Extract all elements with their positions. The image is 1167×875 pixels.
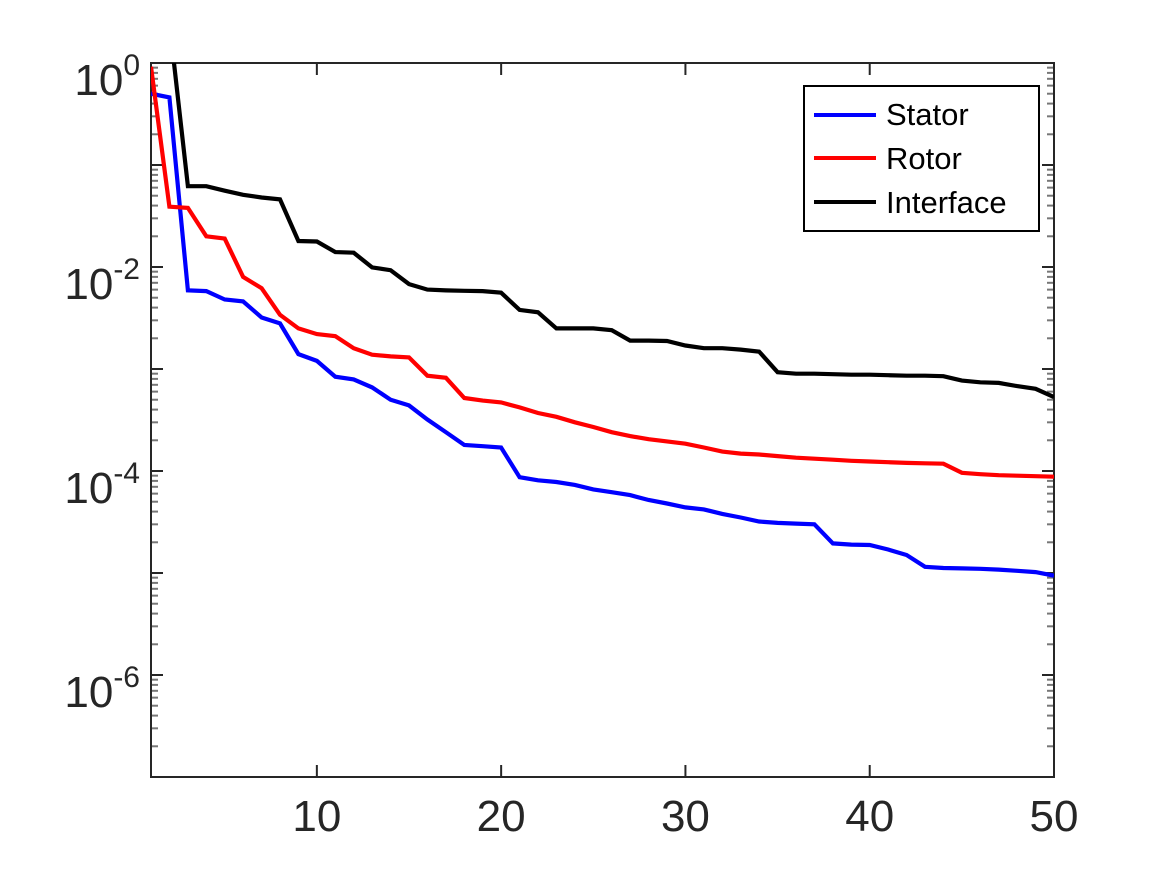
legend-label-stator: Stator	[886, 97, 969, 133]
y-tick-label: 10-2	[64, 253, 140, 309]
series-group	[151, 63, 1054, 578]
series-line-stator	[151, 91, 1054, 578]
legend-entry-stator: Stator	[814, 99, 1038, 130]
y-tick-label: 10-6	[64, 661, 140, 717]
x-tick-label: 50	[1030, 792, 1079, 841]
series-line-interface	[171, 63, 1054, 400]
x-tick-labels: 10 20 30 40 50	[292, 792, 1078, 841]
stator-line-sample	[814, 112, 876, 117]
x-tick-label: 20	[477, 792, 526, 841]
x-tick-label: 30	[661, 792, 710, 841]
y-tick-label: 100	[74, 49, 140, 105]
legend-label-rotor: Rotor	[886, 140, 962, 176]
interface-line-sample	[814, 200, 876, 205]
y-axis-minor-ticks	[151, 66, 1054, 748]
series-line-rotor	[151, 66, 1054, 479]
legend-entry-interface: Interface	[814, 187, 1038, 218]
axes-frame	[150, 62, 1055, 778]
x-tick-label: 40	[845, 792, 894, 841]
x-tick-label: 10	[292, 792, 341, 841]
legend: Stator Rotor Interface	[803, 85, 1040, 232]
rotor-line-sample	[814, 156, 876, 161]
y-tick-label: 10-4	[64, 457, 140, 513]
legend-label-interface: Interface	[886, 184, 1007, 220]
y-tick-labels: 100 10-2 10-4 10-6	[64, 49, 140, 717]
legend-entry-rotor: Rotor	[814, 143, 1038, 174]
